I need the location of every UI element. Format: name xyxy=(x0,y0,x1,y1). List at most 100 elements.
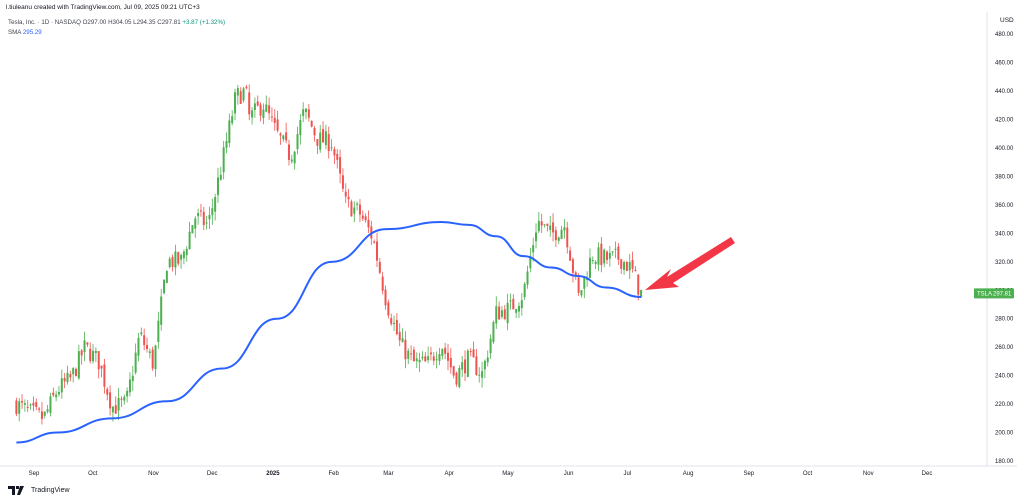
candle xyxy=(307,103,310,122)
candle xyxy=(407,348,410,365)
candle xyxy=(410,345,413,361)
candle xyxy=(415,352,418,368)
candle xyxy=(322,121,325,143)
candle xyxy=(23,399,26,412)
candle xyxy=(140,327,143,337)
candle xyxy=(472,341,475,358)
candle xyxy=(109,385,112,416)
candle xyxy=(211,198,214,225)
y-tick-label: 180.00 xyxy=(995,459,1014,465)
candle xyxy=(305,108,308,120)
candle xyxy=(628,254,631,279)
candle xyxy=(387,299,390,319)
candle xyxy=(239,87,242,105)
sma-value: 295.29 xyxy=(22,29,42,36)
candle xyxy=(234,88,237,121)
candle xyxy=(500,306,503,319)
price-tag-symbol: TSLA xyxy=(977,291,992,297)
candle xyxy=(353,201,356,223)
candle xyxy=(376,232,379,268)
candle xyxy=(154,344,157,377)
last-price-tag: TSLA 297.81 xyxy=(974,288,1014,299)
candle xyxy=(123,394,126,405)
candle xyxy=(529,247,532,273)
candle xyxy=(316,139,319,155)
candle xyxy=(205,215,208,230)
candle xyxy=(143,328,146,351)
candle xyxy=(498,301,501,320)
candle xyxy=(535,223,538,249)
candle xyxy=(163,279,166,295)
candle xyxy=(26,400,29,412)
candle xyxy=(350,199,353,217)
x-tick-label: Jul xyxy=(624,471,632,477)
candle xyxy=(361,210,364,222)
candle xyxy=(46,404,49,414)
candle xyxy=(384,285,387,310)
candle xyxy=(600,237,603,273)
candle xyxy=(171,254,174,272)
candle xyxy=(512,294,515,310)
candle xyxy=(515,308,518,318)
candle xyxy=(92,343,95,364)
candle xyxy=(393,315,396,331)
candle xyxy=(40,402,43,425)
candle xyxy=(248,84,251,121)
candle xyxy=(219,166,222,181)
candle xyxy=(594,260,597,270)
candle xyxy=(202,206,205,231)
candle xyxy=(625,260,628,272)
x-tick-label: Aug xyxy=(683,471,694,477)
candle xyxy=(157,311,160,349)
x-tick-label: Apr xyxy=(444,471,453,477)
candle xyxy=(86,342,89,348)
candle xyxy=(282,134,285,142)
candle xyxy=(554,226,557,248)
chart-attribution: l.tiuleanu created with TradingView.com,… xyxy=(6,4,200,11)
candle xyxy=(180,253,183,269)
candle xyxy=(503,304,506,321)
candle xyxy=(197,208,200,225)
candle xyxy=(97,351,100,379)
candle xyxy=(344,183,347,204)
candle xyxy=(608,246,611,267)
candle xyxy=(231,110,234,126)
price-change: +3.87 (+1.32%) xyxy=(182,19,226,26)
x-tick-label: Dec xyxy=(922,471,933,477)
candle xyxy=(461,356,464,378)
candle xyxy=(623,260,626,275)
candle xyxy=(57,385,60,397)
candle xyxy=(421,351,424,361)
candle xyxy=(446,343,449,371)
y-tick-label: 240.00 xyxy=(995,374,1014,380)
candle xyxy=(80,349,83,365)
y-tick-label: 460.00 xyxy=(995,61,1014,67)
candle xyxy=(444,342,447,360)
candle xyxy=(160,288,163,331)
candle xyxy=(495,296,498,329)
candle xyxy=(49,392,52,417)
candle xyxy=(168,256,171,269)
candle xyxy=(347,188,350,208)
y-tick-label: 440.00 xyxy=(995,89,1014,95)
candle xyxy=(603,248,606,268)
candle xyxy=(588,248,591,279)
candle xyxy=(21,394,24,409)
candle xyxy=(543,224,546,228)
candle xyxy=(63,373,66,389)
candle xyxy=(455,371,458,387)
x-tick-label: Feb xyxy=(328,471,339,477)
candle xyxy=(364,213,367,223)
candle xyxy=(464,350,467,381)
candle xyxy=(398,323,401,347)
candle xyxy=(120,396,123,408)
y-tick-label: 200.00 xyxy=(995,431,1014,437)
candle xyxy=(381,271,384,295)
candle xyxy=(452,365,455,379)
tradingview-logo[interactable]: TradingView xyxy=(8,486,70,495)
candle xyxy=(486,350,489,367)
candle xyxy=(631,251,634,273)
candle xyxy=(273,109,276,131)
candle xyxy=(509,293,512,310)
x-tick-label: Jun xyxy=(564,471,574,477)
